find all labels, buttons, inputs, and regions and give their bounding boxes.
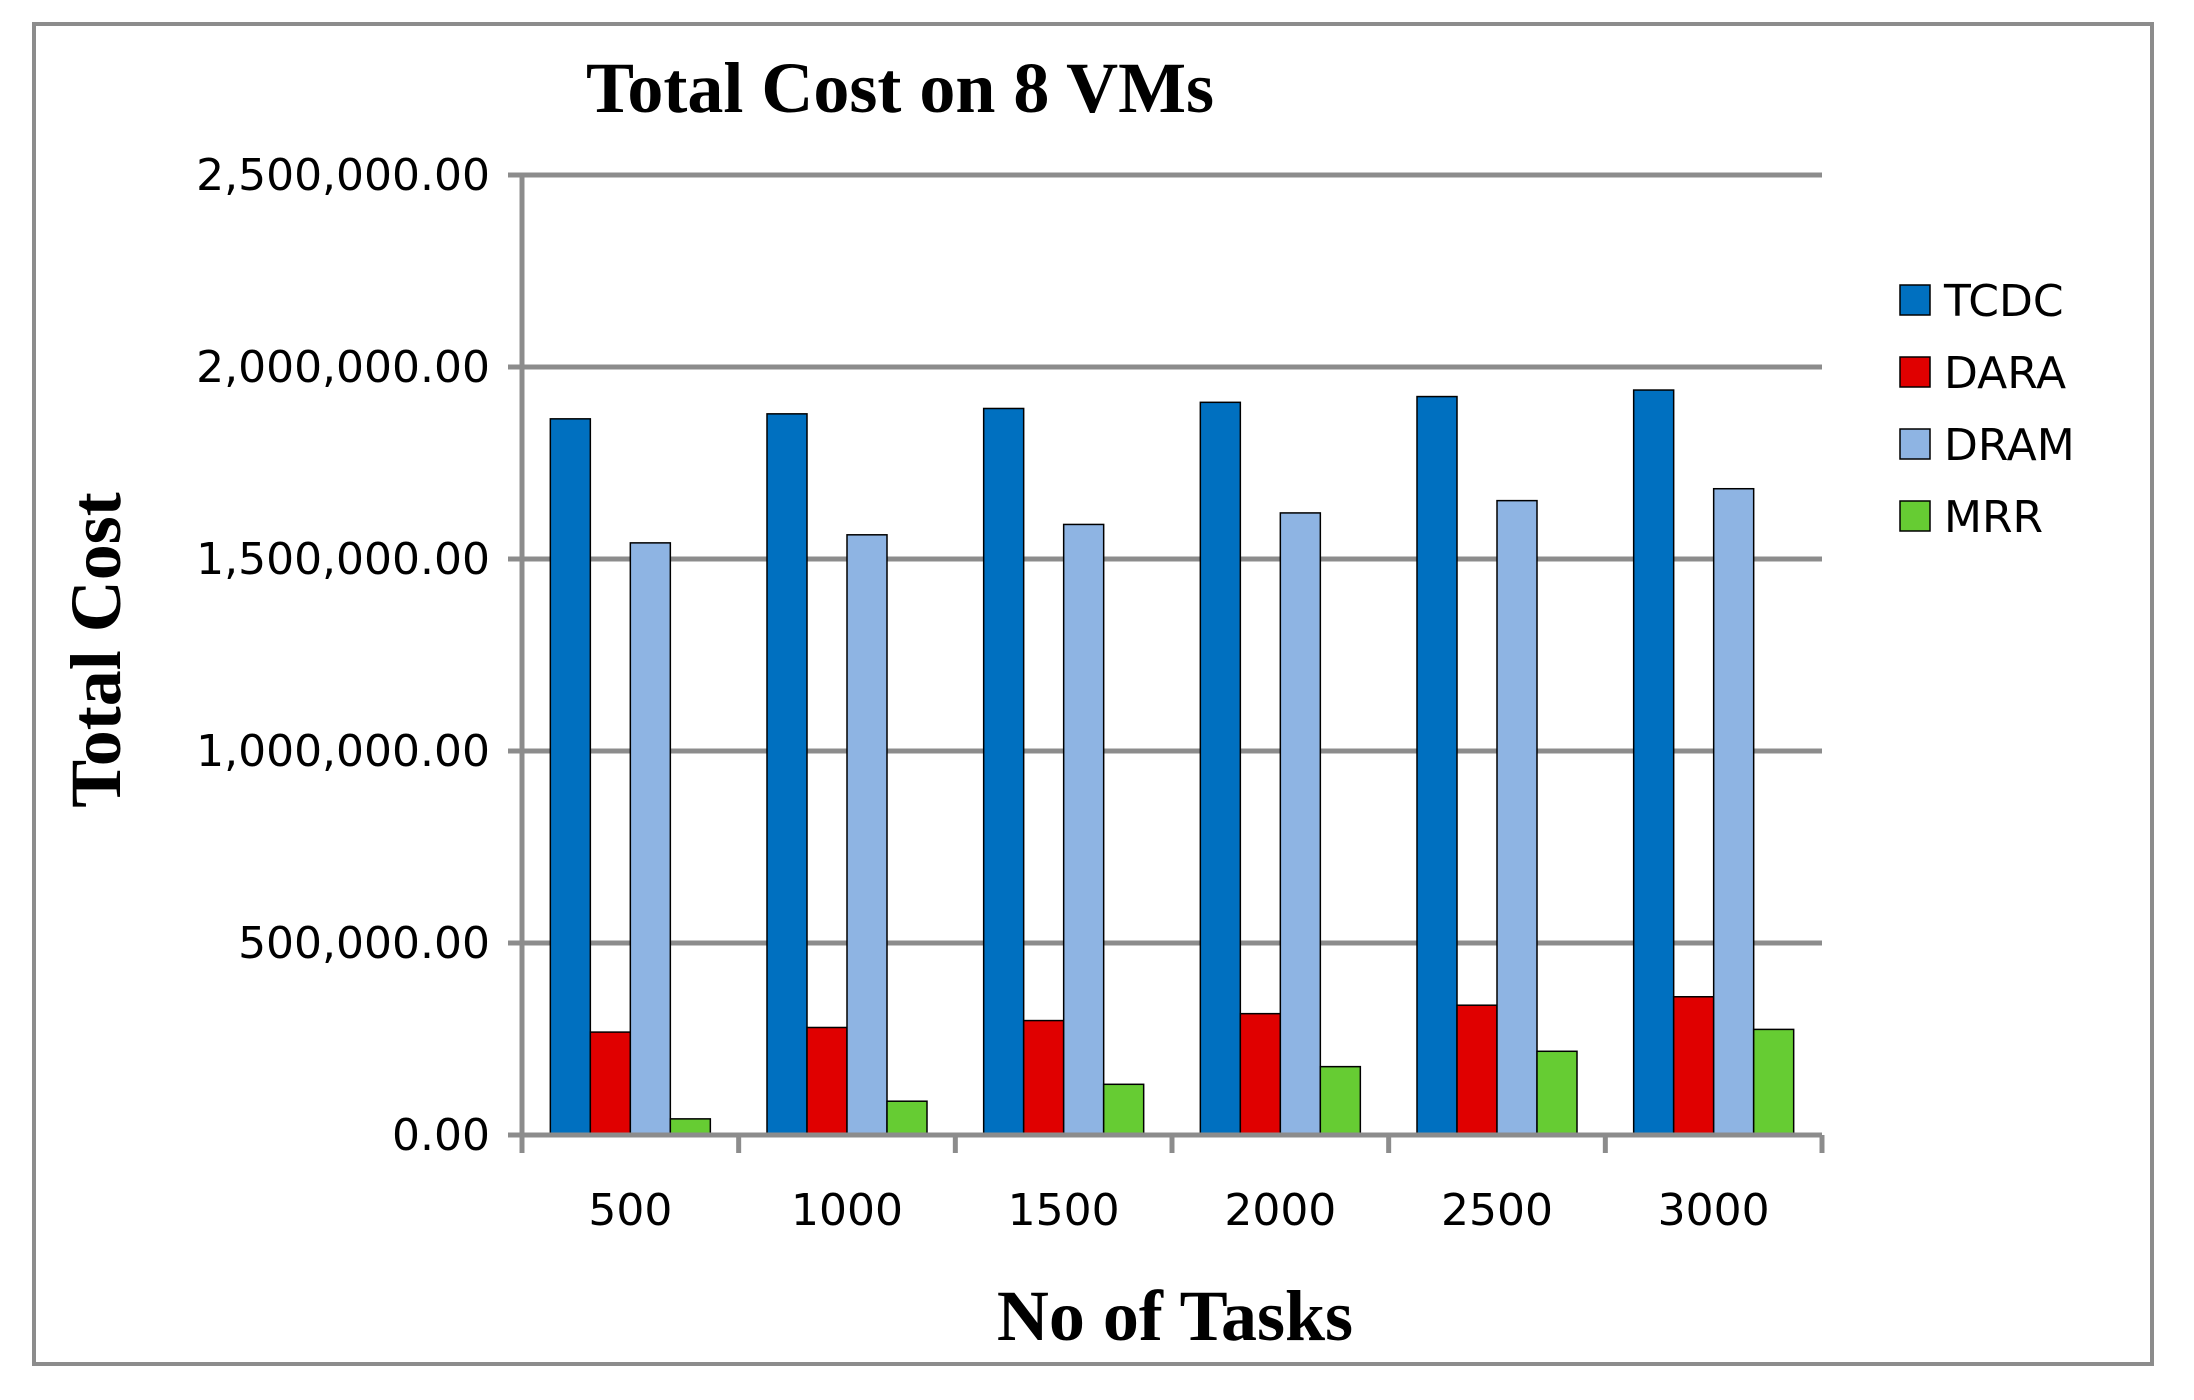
- legend-label-dara: DARA: [1944, 348, 2066, 399]
- legend: TCDC DARA DRAM MRR: [1899, 276, 2075, 543]
- x-axis-title: No of Tasks: [997, 1276, 1353, 1356]
- bar-dram-1500: [1062, 523, 1105, 1136]
- bar-dram-3000: [1712, 487, 1755, 1136]
- bar-dram-2500: [1496, 499, 1538, 1136]
- legend-swatch-mrr: [1899, 500, 1931, 532]
- chart-title: Total Cost on 8 VMs: [586, 48, 1214, 128]
- legend-swatch-dara: [1899, 356, 1931, 388]
- x-tick-labels: 500 1000 1500 2000 2500 3000: [588, 1185, 1769, 1236]
- bar-dara-2500: [1456, 1004, 1498, 1136]
- x-tick-label: 2500: [1441, 1185, 1553, 1236]
- bar-dram-1000: [846, 534, 888, 1136]
- legend-swatch-tcdc: [1899, 284, 1931, 316]
- x-tick-label: 1000: [791, 1185, 903, 1236]
- bar-tcdc-2500: [1416, 395, 1458, 1136]
- y-tick-label: 500,000.00: [238, 918, 490, 969]
- y-tick-label: 1,000,000.00: [196, 726, 490, 777]
- x-tick-label: 1500: [1008, 1185, 1120, 1236]
- bar-dara-1000: [806, 1026, 848, 1136]
- x-tick-label: 2000: [1224, 1185, 1336, 1236]
- x-tick-label: 3000: [1658, 1185, 1770, 1236]
- y-axis-title: Total Cost: [56, 492, 136, 807]
- x-tick-label: 500: [588, 1185, 672, 1236]
- bar-dram-2000: [1279, 512, 1322, 1136]
- legend-swatch-dram: [1899, 428, 1931, 460]
- y-tick-label: 1,500,000.00: [196, 534, 490, 585]
- bar-dram-500: [629, 542, 672, 1136]
- y-tick-label: 2,500,000.00: [196, 150, 490, 201]
- bar-mrr-1000: [886, 1100, 928, 1136]
- bar-tcdc-500: [549, 418, 592, 1136]
- bar-mrr-3000: [1752, 1028, 1795, 1136]
- bar-mrr-2000: [1319, 1065, 1362, 1136]
- legend-label-mrr: MRR: [1944, 492, 2043, 543]
- y-tick-label: 0.00: [392, 1110, 490, 1161]
- gridlines: [508, 172, 1822, 1138]
- bar-tcdc-3000: [1632, 389, 1675, 1136]
- bar-mrr-2500: [1536, 1050, 1578, 1136]
- bar-dara-2000: [1239, 1012, 1282, 1136]
- y-tick-label: 2,000,000.00: [196, 342, 490, 393]
- bar-tcdc-2000: [1199, 401, 1242, 1136]
- bar-dara-3000: [1672, 996, 1715, 1136]
- legend-label-dram: DRAM: [1944, 420, 2075, 471]
- bar-mrr-1500: [1102, 1083, 1145, 1136]
- y-tick-labels: 0.00 500,000.00 1,000,000.00 1,500,000.00 2,…: [196, 150, 490, 1161]
- bar-tcdc-1500: [982, 407, 1025, 1136]
- axes: [519, 175, 1825, 1153]
- bar-dara-500: [589, 1031, 632, 1136]
- bar-tcdc-1000: [766, 413, 808, 1136]
- bar-dara-1500: [1022, 1019, 1065, 1136]
- legend-label-tcdc: TCDC: [1943, 276, 2064, 327]
- bars: [549, 389, 1795, 1136]
